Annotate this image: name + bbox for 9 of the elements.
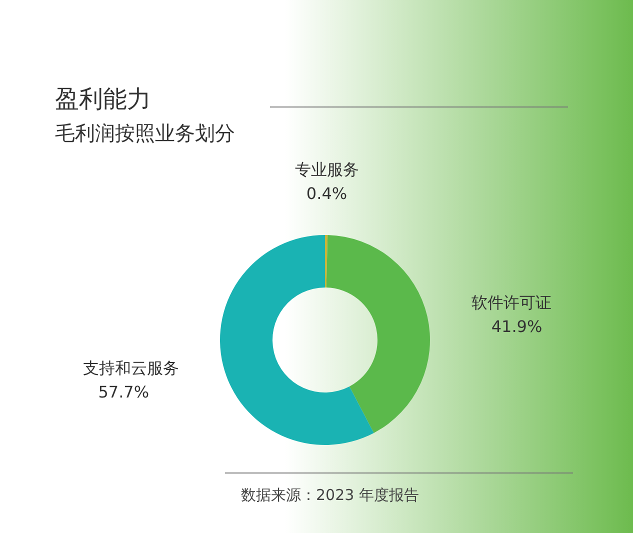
slice-label: 专业服务 (294, 160, 359, 180)
data-label: 57.7% (98, 382, 150, 402)
data-label: 41.9% (491, 317, 542, 336)
source-note: 数据来源：2023 年度报告 (241, 486, 419, 504)
chart-title: 盈利能力 (55, 85, 151, 113)
chart-subtitle: 毛利润按照业务划分 (55, 121, 235, 145)
data-label: 0.4% (306, 184, 348, 204)
slice-label: 软件许可证 (471, 293, 552, 312)
slice-label: 支持和云服务 (83, 358, 180, 378)
